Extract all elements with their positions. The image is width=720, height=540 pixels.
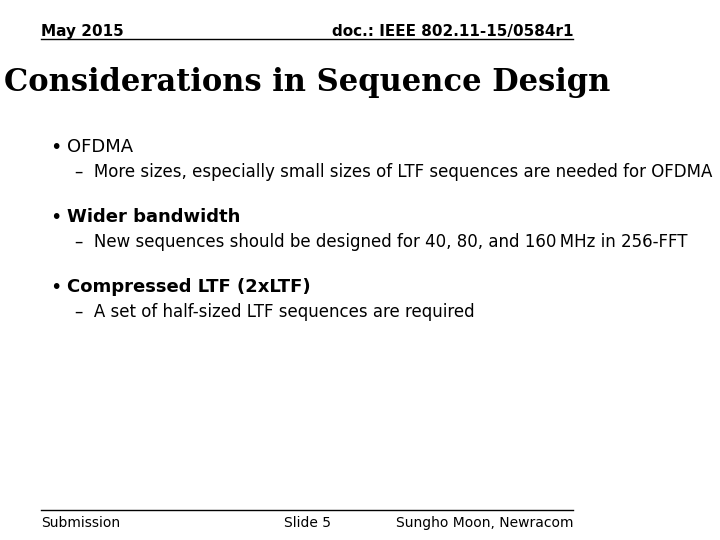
Text: Considerations in Sequence Design: Considerations in Sequence Design	[4, 68, 611, 98]
Text: Sungho Moon, Newracom: Sungho Moon, Newracom	[396, 516, 573, 530]
Text: Compressed LTF (2xLTF): Compressed LTF (2xLTF)	[67, 278, 310, 296]
Text: Slide 5: Slide 5	[284, 516, 330, 530]
Text: Wider bandwidth: Wider bandwidth	[67, 208, 240, 226]
Text: May 2015: May 2015	[41, 24, 124, 39]
Text: •: •	[50, 138, 61, 157]
Text: Submission: Submission	[41, 516, 120, 530]
Text: –  New sequences should be designed for 40, 80, and 160 MHz in 256-FFT: – New sequences should be designed for 4…	[75, 233, 688, 251]
Text: OFDMA: OFDMA	[67, 138, 132, 156]
Text: doc.: IEEE 802.11-15/0584r1: doc.: IEEE 802.11-15/0584r1	[332, 24, 573, 39]
Text: –  More sizes, especially small sizes of LTF sequences are needed for OFDMA: – More sizes, especially small sizes of …	[75, 163, 713, 181]
Text: •: •	[50, 208, 61, 227]
Text: •: •	[50, 278, 61, 297]
Text: –  A set of half-sized LTF sequences are required: – A set of half-sized LTF sequences are …	[75, 303, 474, 321]
